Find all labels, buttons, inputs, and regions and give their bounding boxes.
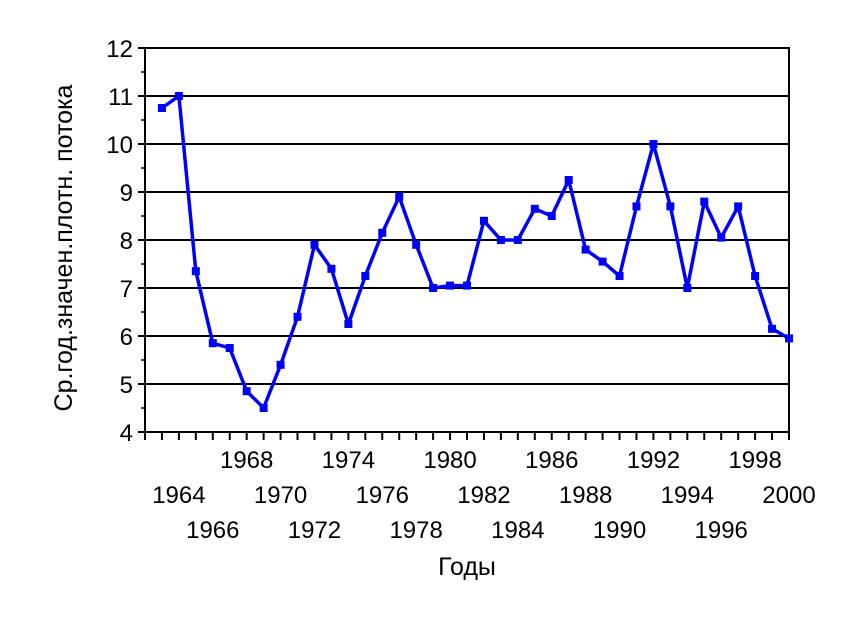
y-tick-label: 9 — [120, 180, 133, 207]
x-tick-label: 1974 — [322, 447, 375, 474]
y-tick-label: 6 — [120, 324, 133, 351]
x-tick-label: 1996 — [695, 517, 748, 544]
x-tick-label: 1972 — [288, 517, 341, 544]
data-point — [463, 281, 471, 290]
data-point — [191, 267, 200, 276]
data-point — [208, 339, 217, 348]
data-point — [513, 236, 522, 244]
x-axis-title: Годы — [438, 553, 496, 581]
data-point — [717, 233, 726, 242]
data-point — [785, 334, 793, 343]
y-tick-label: 4 — [120, 420, 133, 447]
data-point — [479, 216, 488, 225]
data-point — [768, 324, 777, 333]
data-point — [361, 272, 370, 280]
y-tick-label: 11 — [108, 84, 133, 111]
data-point — [310, 240, 319, 249]
x-tick-label: 1984 — [491, 517, 544, 544]
data-point — [327, 264, 336, 273]
x-tick-label: 1966 — [186, 517, 239, 544]
data-point — [530, 204, 539, 213]
data-point — [242, 387, 251, 396]
data-point — [344, 320, 353, 328]
x-tick-label: 1992 — [627, 447, 680, 474]
data-point — [666, 202, 675, 211]
x-tick-label: 1986 — [525, 447, 578, 474]
x-tick-label: 2000 — [762, 482, 815, 509]
data-point — [293, 312, 302, 321]
data-point — [259, 404, 268, 412]
data-point — [632, 202, 641, 211]
data-point — [225, 344, 234, 352]
data-point — [446, 281, 455, 290]
x-tick-label: 1998 — [728, 447, 781, 474]
data-point — [395, 192, 404, 201]
data-point — [429, 284, 438, 292]
y-axis-tick-labels: 4 5 6 7 8 9 10 11 12 — [106, 36, 133, 447]
series-line — [160, 94, 790, 410]
y-axis-ticks — [138, 47, 145, 433]
x-tick-label: 1980 — [423, 447, 476, 474]
x-tick-label: 1988 — [559, 482, 612, 509]
data-point — [412, 240, 421, 249]
data-point — [649, 140, 658, 148]
data-point — [683, 284, 692, 292]
x-axis-tick-labels: 1968 1974 1980 1986 1992 1998 1964 1970 1976 1982… — [152, 447, 815, 544]
data-point — [598, 257, 607, 266]
x-tick-label: 1990 — [593, 517, 646, 544]
data-point — [496, 236, 505, 244]
gridlines — [145, 95, 789, 385]
x-tick-label: 1994 — [661, 482, 714, 509]
data-point — [547, 212, 556, 220]
y-axis-title: Ср.год.значен.плотн. потока — [50, 84, 78, 411]
y-tick-label: 10 — [106, 132, 133, 159]
x-tick-label: 1976 — [356, 482, 409, 509]
data-point — [615, 272, 624, 280]
x-tick-label: 1968 — [220, 447, 273, 474]
data-point — [751, 272, 760, 280]
data-point — [174, 92, 183, 100]
data-point — [700, 197, 709, 206]
y-tick-label: 7 — [120, 276, 133, 303]
data-point — [378, 228, 387, 237]
y-tick-label: 5 — [120, 372, 133, 399]
data-point — [734, 202, 743, 211]
data-point — [276, 360, 285, 369]
data-point — [157, 104, 166, 112]
data-point — [581, 245, 590, 254]
y-tick-label: 12 — [106, 36, 133, 63]
y-tick-label: 8 — [120, 228, 133, 255]
x-axis-ticks — [144, 432, 790, 440]
x-tick-label: 1978 — [389, 517, 442, 544]
x-tick-label: 1970 — [254, 482, 307, 509]
series-group — [157, 92, 793, 412]
x-tick-label: 1964 — [152, 482, 205, 509]
x-tick-label: 1982 — [457, 482, 510, 509]
data-point — [564, 176, 573, 184]
